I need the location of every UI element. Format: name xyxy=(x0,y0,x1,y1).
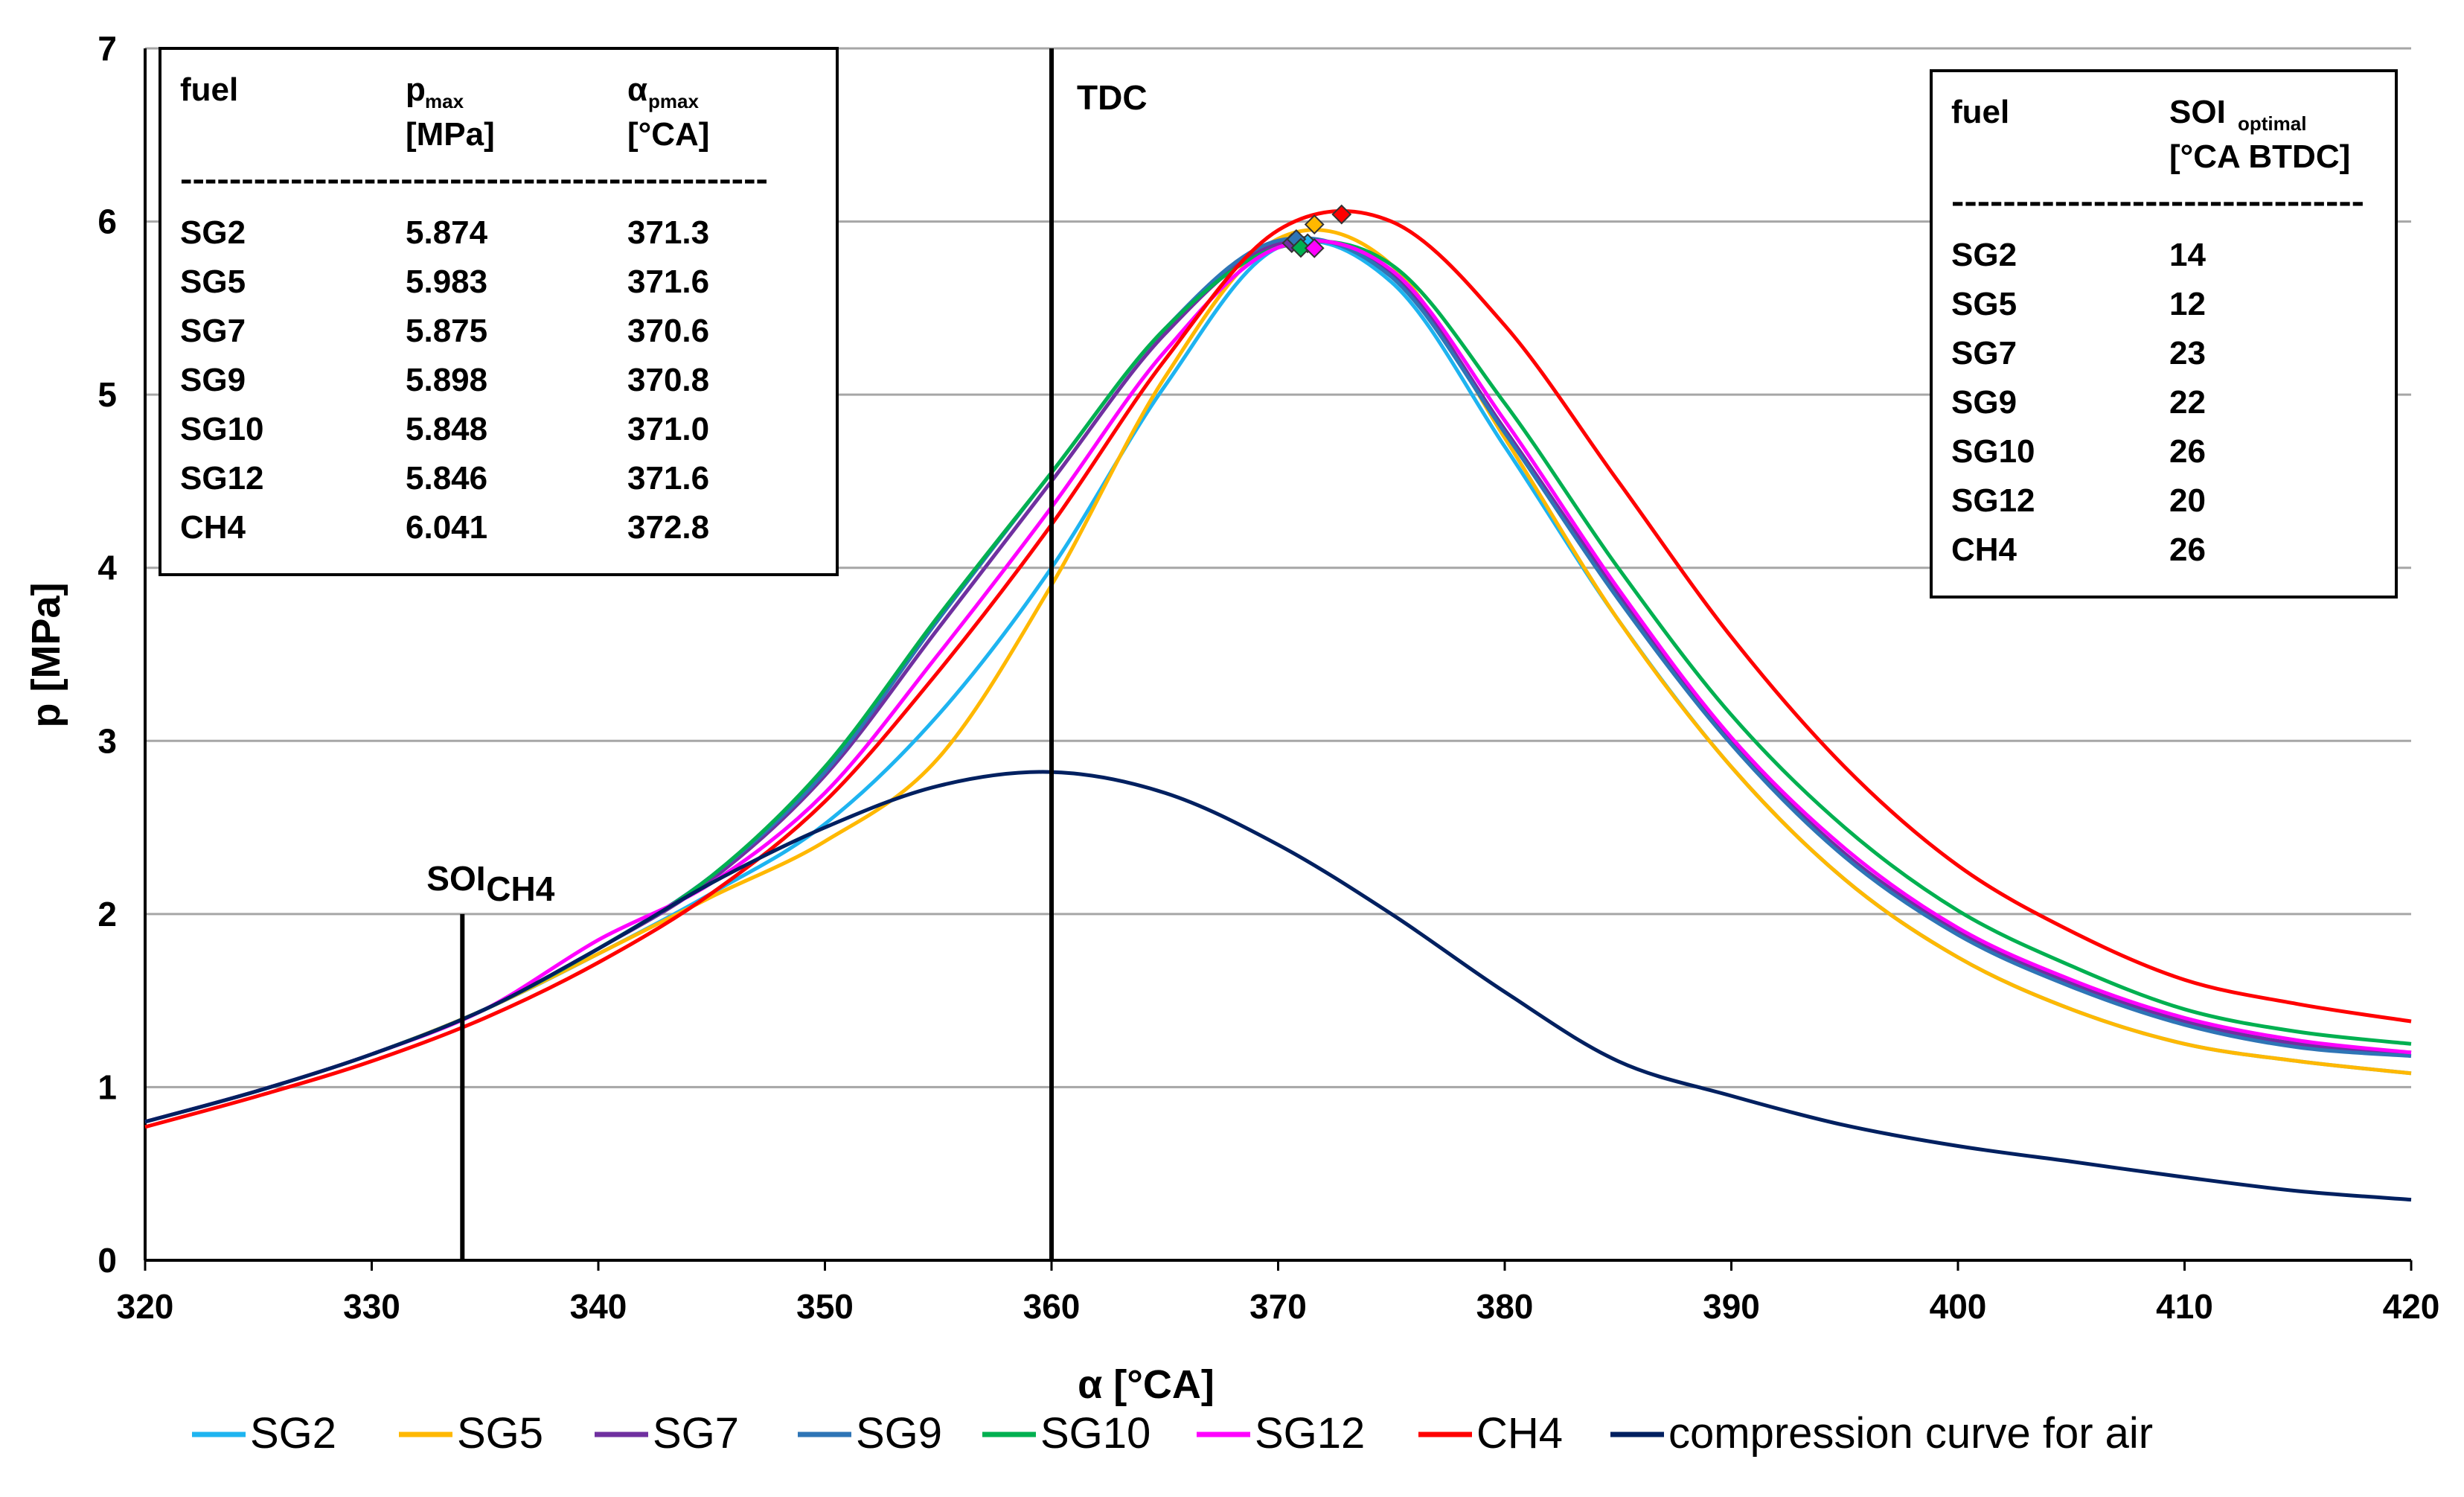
peak-marker xyxy=(1304,214,1325,234)
x-tick-label: 350 xyxy=(796,1287,854,1326)
table-cell: 5.983 xyxy=(406,264,487,300)
table-header: α xyxy=(627,71,647,108)
x-axis-ticks: 320 330 340 350 360 370 380 390 400 410 420 xyxy=(117,1260,2440,1326)
table-cell: 371.6 xyxy=(627,460,709,497)
table-cell: 5.875 xyxy=(406,313,487,349)
table-row-fuel: CH4 xyxy=(180,509,246,546)
table-box xyxy=(1930,69,2398,599)
legend: SG2 SG5 SG7 SG9 SG10 SG12 CH4 compression curve… xyxy=(192,1409,2153,1458)
soi-label-sub: CH4 xyxy=(486,869,554,908)
series-line-sg12 xyxy=(144,239,2412,1124)
table-cell: 26 xyxy=(2169,433,2206,470)
x-tick-label: 400 xyxy=(1930,1287,1987,1326)
table-header: fuel xyxy=(180,71,238,108)
x-tick-label: 370 xyxy=(1249,1287,1307,1326)
table-cell: 371.6 xyxy=(627,264,709,300)
legend-label: CH4 xyxy=(1476,1409,1563,1458)
legend-label: SG2 xyxy=(250,1409,336,1458)
table-header-sub: max xyxy=(425,90,464,112)
y-tick-label: 2 xyxy=(97,895,117,933)
y-tick-label: 0 xyxy=(97,1241,117,1280)
table-cell: 14 xyxy=(2169,237,2206,273)
table-cell: 6.041 xyxy=(406,509,487,546)
table-separator: ----------------------------------------… xyxy=(180,161,768,197)
peak-marker xyxy=(1331,204,1352,225)
table-header-sub: pmax xyxy=(648,90,699,112)
y-tick-label: 4 xyxy=(97,549,117,587)
legend-label: SG7 xyxy=(653,1409,739,1458)
table-row-fuel: SG10 xyxy=(1951,433,2035,470)
pmax-table: fuel p max[MPa]α pmax[°CA]-----------------… xyxy=(159,47,839,576)
table-cell: 26 xyxy=(2169,532,2206,568)
peak-markers xyxy=(1281,204,1352,258)
legend-label: SG10 xyxy=(1040,1409,1151,1458)
y-axis-ticks: 0 1 2 3 4 5 6 7 xyxy=(97,29,117,1280)
x-tick-label: 320 xyxy=(117,1287,174,1326)
table-header-sub: optimal xyxy=(2238,112,2306,135)
legend-label: SG5 xyxy=(457,1409,543,1458)
table-header-unit: [MPa] xyxy=(406,116,495,153)
table-cell: 370.6 xyxy=(627,313,709,349)
table-row-fuel: SG2 xyxy=(1951,237,2017,273)
series-line-ch4 xyxy=(144,209,2412,1129)
table-header-unit: [°CA] xyxy=(627,116,709,153)
soi-label: SOI xyxy=(426,859,485,898)
table-cell: 370.8 xyxy=(627,362,709,398)
vertical-lines: TDC SOI CH4 xyxy=(426,48,1148,1260)
table-row-fuel: SG12 xyxy=(1951,482,2035,519)
table-cell: 23 xyxy=(2169,335,2206,371)
table-row-fuel: SG9 xyxy=(1951,384,2017,421)
y-tick-label: 3 xyxy=(97,721,117,760)
legend-label: SG12 xyxy=(1255,1409,1365,1458)
x-tick-label: 410 xyxy=(2156,1287,2213,1326)
y-tick-label: 1 xyxy=(97,1067,117,1106)
table-row-fuel: SG7 xyxy=(180,313,246,349)
x-axis-title: α [°CA] xyxy=(1078,1362,1215,1407)
table-box xyxy=(159,47,839,576)
table-header: p xyxy=(406,71,426,108)
x-tick-label: 420 xyxy=(2383,1287,2440,1326)
x-tick-label: 390 xyxy=(1703,1287,1760,1326)
table-row-fuel: SG5 xyxy=(1951,286,2017,322)
series-lines xyxy=(144,209,2412,1202)
table-header-unit: [°CA BTDC] xyxy=(2169,138,2350,175)
table-cell: 5.898 xyxy=(406,362,487,398)
y-axis-title: p [MPa] xyxy=(24,583,68,728)
y-tick-label: 6 xyxy=(97,202,117,241)
table-row-fuel: SG5 xyxy=(180,264,246,300)
table-row-fuel: SG12 xyxy=(180,460,264,497)
table-cell: 5.874 xyxy=(406,214,488,251)
y-tick-label: 7 xyxy=(97,29,117,68)
table-cell: 20 xyxy=(2169,482,2206,519)
table-header: SOI xyxy=(2169,94,2226,130)
x-tick-label: 330 xyxy=(343,1287,400,1326)
tdc-label: TDC xyxy=(1077,78,1148,117)
table-cell: 5.848 xyxy=(406,411,487,447)
legend-label: compression curve for air xyxy=(1668,1409,2153,1458)
table-row-fuel: CH4 xyxy=(1951,532,2017,568)
table-cell: 22 xyxy=(2169,384,2206,421)
table-row-fuel: SG2 xyxy=(180,214,246,251)
table-cell: 12 xyxy=(2169,286,2206,322)
peak-marker xyxy=(1304,237,1325,258)
y-tick-label: 5 xyxy=(97,375,117,414)
table-cell: 372.8 xyxy=(627,509,709,546)
table-header: fuel xyxy=(1951,94,2009,130)
x-tick-label: 360 xyxy=(1023,1287,1081,1326)
table-separator: -------------------------------- xyxy=(1951,183,2364,220)
table-row-fuel: SG7 xyxy=(1951,335,2017,371)
x-tick-label: 340 xyxy=(570,1287,627,1326)
table-row-fuel: SG9 xyxy=(180,362,246,398)
peak-marker xyxy=(1290,237,1311,258)
x-tick-label: 380 xyxy=(1476,1287,1534,1326)
table-cell: 5.846 xyxy=(406,460,487,497)
soi-table: fuel SOI optimal [°CA BTDC] ----------------… xyxy=(1930,69,2398,599)
table-row-fuel: SG10 xyxy=(180,411,264,447)
series-line-compression-curve-for-air xyxy=(144,770,2412,1202)
table-cell: 371.3 xyxy=(627,214,709,251)
table-cell: 371.0 xyxy=(627,411,709,447)
legend-label: SG9 xyxy=(856,1409,942,1458)
